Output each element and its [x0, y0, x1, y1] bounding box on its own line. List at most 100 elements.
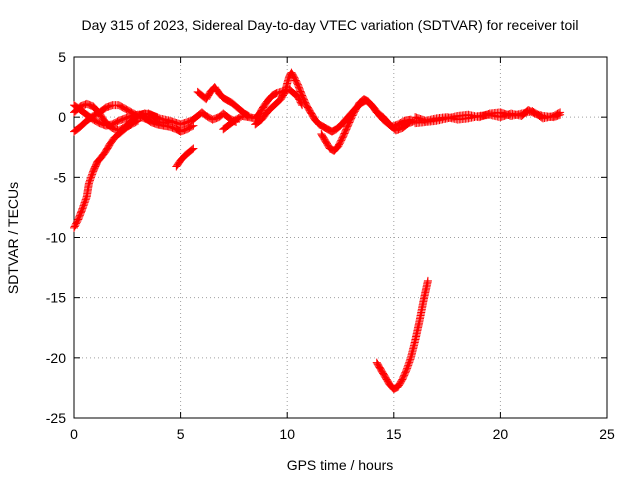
x-tick-label: 20 — [493, 426, 509, 442]
data-point-track-i-19 — [332, 122, 344, 134]
data-point-track-c-1 — [76, 105, 90, 118]
y-tick-label: 0 — [58, 109, 66, 125]
data-point-track-e-11 — [219, 109, 233, 122]
data-point-track-i-12 — [302, 101, 314, 116]
data-point-track-e-1 — [144, 109, 162, 122]
data-point-track-m-1 — [377, 365, 389, 380]
data-point-track-m-8 — [406, 338, 419, 362]
data-point-track-g-5 — [214, 89, 227, 101]
data-point-track-m-9 — [411, 319, 424, 345]
x-tick-label: 25 — [599, 426, 615, 442]
data-point-track-f-0 — [172, 157, 184, 171]
data-point-track-j-3 — [330, 143, 342, 155]
y-tick-label: -15 — [46, 290, 66, 306]
data-point-track-d-12 — [110, 130, 122, 142]
data-point-track-h-0 — [219, 121, 233, 134]
data-point-track-i-9 — [289, 72, 302, 88]
data-point-track-g-7 — [223, 96, 235, 107]
data-point-track-e-5 — [187, 112, 201, 125]
data-point-track-g-6 — [219, 93, 231, 104]
y-axis-label: SDTVAR / TECUs — [5, 182, 21, 294]
data-point-track-j-14 — [379, 113, 393, 128]
data-point-track-c-6 — [108, 117, 122, 129]
data-point-track-b-8 — [121, 104, 135, 116]
data-point-track-j-11 — [364, 97, 376, 110]
data-point-track-j-17 — [398, 119, 412, 132]
data-point-track-i-11 — [298, 91, 310, 108]
data-marks — [70, 68, 565, 394]
data-point-track-b-4 — [95, 104, 109, 117]
data-point-track-h-7 — [259, 97, 272, 111]
data-point-track-g-4 — [210, 83, 223, 96]
data-point-track-i-1 — [257, 108, 272, 124]
data-point-track-j-0 — [317, 130, 329, 145]
data-point-track-d-7 — [91, 158, 101, 171]
data-point-track-j-13 — [372, 108, 387, 121]
data-point-track-m-11 — [419, 278, 432, 305]
data-point-track-f-1 — [176, 152, 189, 165]
data-point-track-c-2 — [82, 110, 97, 123]
data-point-track-j-10 — [359, 95, 372, 105]
data-point-track-j-12 — [368, 102, 380, 116]
data-point-track-d-4 — [84, 174, 95, 188]
data-point-track-d-13 — [114, 127, 126, 139]
data-point-track-i-15 — [315, 120, 327, 131]
data-point-track-m-7 — [402, 355, 415, 374]
data-point-track-i-3 — [270, 96, 284, 110]
data-point-track-g-9 — [232, 102, 244, 114]
y-tick-label: 5 — [58, 49, 66, 65]
data-point-track-b-1 — [76, 117, 90, 131]
data-point-track-b-0 — [70, 123, 84, 136]
data-point-track-i-16 — [319, 122, 331, 133]
x-tick-label: 15 — [386, 426, 402, 442]
x-axis-label: GPS time / hours — [287, 457, 394, 473]
data-point-track-i-13 — [306, 108, 319, 123]
data-point-track-d-5 — [87, 168, 97, 182]
data-point-track-h-15 — [293, 92, 306, 108]
data-point-track-f-3 — [185, 145, 197, 157]
data-point-track-m-0 — [372, 358, 385, 373]
data-point-track-d-6 — [89, 163, 99, 176]
data-point-track-m-12 — [423, 276, 432, 285]
data-point-track-j-1 — [321, 137, 334, 152]
data-point-track-d-10 — [101, 140, 114, 155]
x-tick-label: 10 — [279, 426, 295, 442]
data-point-track-j-7 — [347, 107, 359, 123]
data-point-track-c-0 — [70, 101, 84, 114]
data-point-track-i-18 — [327, 125, 340, 136]
data-point-track-d-0 — [70, 216, 82, 232]
data-point-track-m-5 — [394, 376, 406, 391]
data-point-track-g-8 — [227, 98, 239, 110]
data-point-track-h-1 — [225, 116, 239, 129]
data-point-track-d-14 — [119, 123, 131, 135]
data-point-track-c-18 — [182, 122, 197, 134]
data-point-track-m-4 — [389, 383, 401, 394]
data-point-track-d-8 — [93, 153, 105, 166]
data-point-track-g-0 — [193, 87, 205, 99]
data-point-track-j-5 — [338, 125, 351, 142]
data-point-track-m-10 — [415, 297, 428, 326]
x-tick-label: 0 — [70, 426, 78, 442]
y-tick-label: -25 — [46, 410, 66, 426]
data-point-track-m-6 — [398, 367, 410, 384]
data-point-track-i-10 — [293, 80, 306, 99]
y-tick-label: -20 — [46, 350, 66, 366]
data-point-track-i-8 — [287, 68, 297, 80]
data-point-track-l-14 — [556, 108, 565, 117]
data-point-track-j-4 — [334, 135, 346, 151]
data-point-track-d-1 — [74, 205, 86, 224]
data-point-track-h-9 — [268, 89, 280, 100]
data-point-track-i-4 — [276, 89, 289, 104]
data-point-track-j-6 — [342, 115, 355, 132]
data-point-track-i-2 — [264, 102, 278, 116]
data-point-track-i-0 — [251, 116, 265, 129]
data-point-track-h-10 — [272, 88, 284, 98]
data-point-track-h-14 — [289, 89, 301, 100]
data-point-track-h-6 — [255, 103, 268, 118]
data-point-track-b-7 — [114, 101, 128, 113]
data-point-track-i-20 — [336, 117, 348, 130]
data-point-track-i-33 — [394, 117, 408, 129]
data-point-track-f-2 — [180, 148, 193, 160]
